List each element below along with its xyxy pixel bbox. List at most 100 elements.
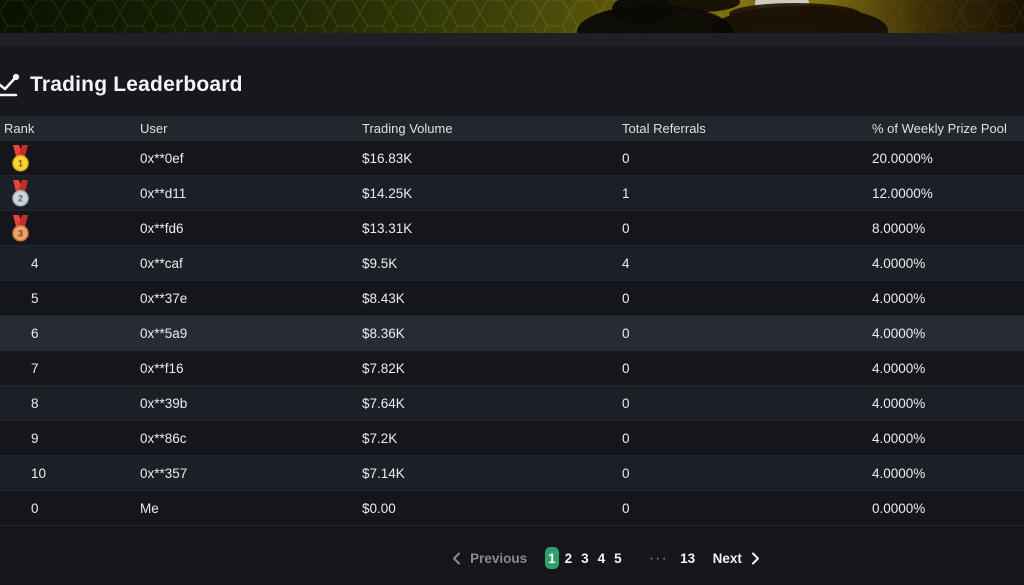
trading-volume-value: $7.2K bbox=[362, 430, 398, 446]
rank-value: 8 bbox=[31, 395, 39, 411]
rank-value: 0 bbox=[31, 500, 39, 516]
total-referrals-value: 0 bbox=[622, 150, 630, 166]
prize-pool-value: 4.0000% bbox=[872, 465, 926, 481]
column-header-volume: Trading Volume bbox=[362, 121, 453, 136]
user-address: 0x**39b bbox=[140, 395, 188, 411]
prize-pool-value: 4.0000% bbox=[872, 255, 926, 271]
silver-medal-icon: 2 bbox=[10, 179, 31, 207]
medal-icon bbox=[10, 495, 31, 522]
table-row[interactable]: 9 0x**86c $7.2K 0 4.0000% bbox=[0, 421, 1024, 456]
last-page-button[interactable]: 13 bbox=[680, 550, 696, 566]
bronze-medal-icon: 3 bbox=[10, 214, 31, 242]
user-address: 0x**d11 bbox=[140, 185, 187, 201]
leaderboard-table: Rank User Trading Volume Total Referrals… bbox=[0, 116, 1024, 526]
trading-volume-value: $9.5K bbox=[362, 255, 398, 271]
previous-label: Previous bbox=[470, 550, 528, 566]
previous-page-button[interactable]: Previous bbox=[452, 551, 527, 566]
page-button-3[interactable]: 3 bbox=[581, 550, 589, 566]
table-row[interactable]: 3 0x**fd6 $13.31K 0 8.0000% bbox=[0, 211, 1024, 246]
column-header-user: User bbox=[140, 121, 168, 136]
user-address: 0x**fd6 bbox=[140, 220, 184, 236]
svg-text:2: 2 bbox=[18, 193, 23, 203]
rank-value: 9 bbox=[31, 430, 39, 446]
rank-value: 7 bbox=[31, 360, 39, 376]
table-row[interactable]: 0 Me $0.00 0 0.0000% bbox=[0, 491, 1024, 526]
trading-volume-value: $8.36K bbox=[362, 325, 405, 341]
table-row[interactable]: 2 0x**d11 $14.25K 1 12.0000% bbox=[0, 176, 1024, 211]
page-button-5[interactable]: 5 bbox=[614, 550, 622, 566]
subnav-strip bbox=[0, 33, 1024, 47]
page-button-1[interactable]: 1 bbox=[545, 547, 559, 569]
medal-icon bbox=[10, 390, 31, 417]
table-row[interactable]: 4 0x**caf $9.5K 4 4.0000% bbox=[0, 246, 1024, 281]
table-header-row: Rank User Trading Volume Total Referrals… bbox=[0, 116, 1024, 141]
rank-value: 10 bbox=[31, 465, 47, 481]
page-button-4[interactable]: 4 bbox=[597, 550, 606, 566]
column-header-rank: Rank bbox=[4, 121, 35, 136]
trading-volume-value: $14.25K bbox=[362, 185, 413, 201]
table-row[interactable]: 1 0x**0ef $16.83K 0 20.0000% bbox=[0, 141, 1024, 176]
rank-value: 4 bbox=[31, 255, 39, 271]
trading-chart-icon bbox=[0, 73, 20, 96]
medal-icon bbox=[10, 355, 31, 382]
prize-pool-value: 4.0000% bbox=[872, 290, 926, 306]
banner-artwork bbox=[0, 0, 1024, 33]
trading-volume-value: $8.43K bbox=[362, 290, 405, 306]
trading-volume-value: $13.31K bbox=[362, 220, 413, 236]
trading-volume-value: $7.64K bbox=[362, 395, 405, 411]
trading-volume-value: $16.83K bbox=[362, 150, 413, 166]
chevron-right-icon bbox=[751, 552, 759, 564]
total-referrals-value: 0 bbox=[622, 220, 630, 236]
user-address: Me bbox=[140, 500, 159, 516]
prize-pool-value: 12.0000% bbox=[872, 185, 933, 201]
total-referrals-value: 4 bbox=[622, 255, 630, 271]
medal-icon bbox=[10, 285, 31, 312]
trading-volume-value: $0.00 bbox=[362, 500, 396, 516]
prize-pool-value: 4.0000% bbox=[872, 395, 926, 411]
total-referrals-value: 1 bbox=[622, 185, 630, 201]
user-address: 0x**37e bbox=[140, 290, 188, 306]
gold-medal-icon: 1 bbox=[10, 144, 31, 172]
page-title: Trading Leaderboard bbox=[30, 72, 243, 96]
table-row[interactable]: 6 0x**5a9 $8.36K 0 4.0000% bbox=[0, 316, 1024, 351]
user-address: 0x**5a9 bbox=[140, 325, 188, 341]
table-row[interactable]: 5 0x**37e $8.43K 0 4.0000% bbox=[0, 281, 1024, 316]
total-referrals-value: 0 bbox=[622, 430, 630, 446]
prize-pool-value: 4.0000% bbox=[872, 360, 926, 376]
user-address: 0x**0ef bbox=[140, 150, 184, 166]
page-header: Trading Leaderboard bbox=[0, 47, 1024, 116]
table-row[interactable]: 10 0x**357 $7.14K 0 4.0000% bbox=[0, 456, 1024, 491]
rank-value: 6 bbox=[31, 325, 39, 341]
medal-icon bbox=[10, 250, 31, 277]
table-body: 1 0x**0ef $16.83K 0 20.0000% 2 0x**d11 $… bbox=[0, 141, 1024, 526]
user-address: 0x**86c bbox=[140, 430, 187, 446]
user-address: 0x**357 bbox=[140, 465, 188, 481]
user-address: 0x**caf bbox=[140, 255, 183, 271]
prize-pool-value: 4.0000% bbox=[872, 325, 926, 341]
user-address: 0x**f16 bbox=[140, 360, 184, 376]
medal-icon bbox=[10, 425, 31, 452]
medal-icon bbox=[10, 460, 31, 487]
svg-text:3: 3 bbox=[18, 228, 23, 238]
table-row[interactable]: 8 0x**39b $7.64K 0 4.0000% bbox=[0, 386, 1024, 421]
total-referrals-value: 0 bbox=[622, 465, 630, 481]
prize-pool-value: 4.0000% bbox=[872, 430, 926, 446]
total-referrals-value: 0 bbox=[622, 360, 630, 376]
table-row[interactable]: 7 0x**f16 $7.82K 0 4.0000% bbox=[0, 351, 1024, 386]
next-label: Next bbox=[712, 550, 742, 566]
svg-text:1: 1 bbox=[18, 158, 23, 168]
total-referrals-value: 0 bbox=[622, 395, 630, 411]
page-button-2[interactable]: 2 bbox=[564, 550, 573, 566]
chevron-left-icon bbox=[453, 552, 461, 564]
trading-volume-value: $7.14K bbox=[362, 465, 405, 481]
medal-icon bbox=[10, 320, 31, 347]
next-page-button[interactable]: Next bbox=[713, 551, 760, 566]
hero-banner bbox=[0, 0, 1024, 33]
trading-volume-value: $7.82K bbox=[362, 360, 405, 376]
total-referrals-value: 0 bbox=[622, 500, 630, 516]
prize-pool-value: 20.0000% bbox=[872, 150, 933, 166]
column-header-referrals: Total Referrals bbox=[622, 121, 706, 136]
